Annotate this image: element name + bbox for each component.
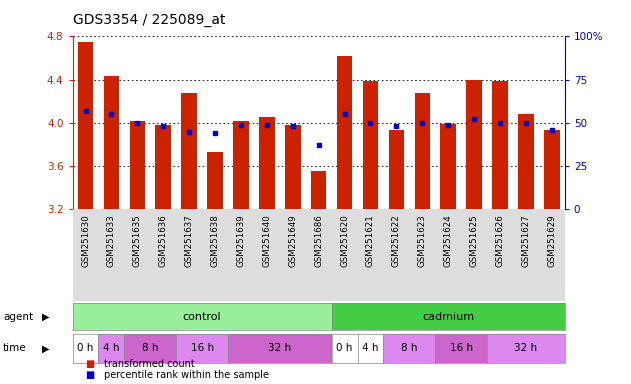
Text: 4 h: 4 h: [103, 343, 120, 354]
Text: GSM251624: GSM251624: [444, 214, 452, 266]
Text: GSM251640: GSM251640: [262, 214, 271, 266]
Bar: [129, 121, 145, 209]
Text: GSM251629: GSM251629: [547, 214, 557, 266]
Text: GSM251620: GSM251620: [340, 214, 349, 266]
Text: GSM251621: GSM251621: [366, 214, 375, 266]
Bar: [440, 124, 456, 209]
Bar: [78, 42, 93, 209]
Text: time: time: [3, 343, 27, 354]
Text: GSM251639: GSM251639: [237, 214, 245, 266]
Bar: [311, 172, 326, 209]
Text: GSM251625: GSM251625: [469, 214, 478, 266]
Text: 32 h: 32 h: [514, 343, 538, 354]
Text: 32 h: 32 h: [268, 343, 292, 354]
Text: GSM251649: GSM251649: [288, 214, 297, 266]
Text: GSM251636: GSM251636: [159, 214, 168, 266]
Bar: [492, 81, 508, 209]
Text: ▶: ▶: [42, 343, 49, 354]
Text: 0 h: 0 h: [336, 343, 353, 354]
Text: GSM251637: GSM251637: [185, 214, 194, 266]
Bar: [389, 131, 404, 209]
Text: ▶: ▶: [42, 312, 49, 322]
Bar: [155, 125, 171, 209]
Text: GSM251633: GSM251633: [107, 214, 116, 266]
Text: 16 h: 16 h: [191, 343, 214, 354]
Bar: [285, 125, 300, 209]
Bar: [466, 79, 482, 209]
Bar: [363, 81, 378, 209]
Bar: [181, 93, 197, 209]
Text: 8 h: 8 h: [401, 343, 418, 354]
Text: control: control: [183, 312, 221, 322]
Text: GSM251622: GSM251622: [392, 214, 401, 266]
Text: 4 h: 4 h: [362, 343, 379, 354]
Text: GSM251626: GSM251626: [495, 214, 504, 266]
Bar: [518, 114, 534, 209]
Text: GSM251638: GSM251638: [211, 214, 220, 266]
Text: GSM251630: GSM251630: [81, 214, 90, 266]
Text: 16 h: 16 h: [449, 343, 473, 354]
Bar: [207, 152, 223, 209]
Text: GSM251623: GSM251623: [418, 214, 427, 266]
Text: transformed count: transformed count: [104, 359, 195, 369]
Bar: [544, 131, 560, 209]
Text: percentile rank within the sample: percentile rank within the sample: [104, 370, 269, 380]
Text: GSM251686: GSM251686: [314, 214, 323, 266]
Text: agent: agent: [3, 312, 33, 322]
Text: ■: ■: [85, 370, 95, 380]
Text: cadmium: cadmium: [422, 312, 475, 322]
Bar: [337, 56, 352, 209]
Text: GSM251635: GSM251635: [133, 214, 142, 266]
Text: ■: ■: [85, 359, 95, 369]
Text: GSM251627: GSM251627: [521, 214, 531, 266]
Text: GDS3354 / 225089_at: GDS3354 / 225089_at: [73, 13, 225, 27]
Bar: [103, 76, 119, 209]
Text: 0 h: 0 h: [78, 343, 94, 354]
Text: 8 h: 8 h: [142, 343, 158, 354]
Bar: [415, 93, 430, 209]
Bar: [233, 121, 249, 209]
Bar: [259, 118, 274, 209]
